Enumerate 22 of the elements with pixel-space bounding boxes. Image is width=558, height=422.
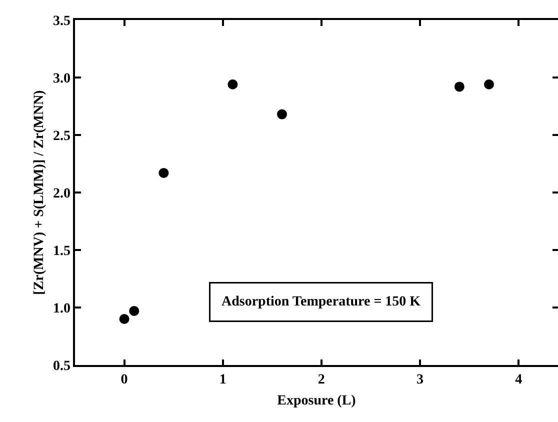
y-tick-label: 1.0 (52, 301, 70, 316)
annotation: Adsorption Temperature = 150 K (222, 294, 421, 310)
point (129, 306, 140, 316)
y-tick-label: 3.5 (52, 14, 70, 29)
point (119, 314, 130, 324)
point (228, 79, 238, 90)
x-axis-title: Exposure (L) (277, 393, 356, 408)
y-tick-label: 0.5 (52, 358, 70, 374)
x-tick-label: 0 (120, 372, 128, 388)
y-tick-label: 2.5 (52, 128, 70, 144)
point (454, 82, 464, 92)
point (158, 168, 169, 178)
y-tick-label: 2.0 (52, 186, 70, 202)
y-axis-title: [Zr(MNV) + S(LMM)] / Zr(MNN) (32, 90, 48, 295)
point (484, 79, 494, 90)
x-tick-label: 2 (318, 372, 325, 388)
y-tick-label: 1.5 (52, 244, 70, 259)
x-tick-label: 4 (515, 372, 522, 388)
x-tick-label: 1 (219, 372, 226, 388)
x-tick-label: 3 (416, 372, 424, 388)
y-tick-label: 3.0 (52, 71, 70, 86)
point (277, 109, 287, 120)
